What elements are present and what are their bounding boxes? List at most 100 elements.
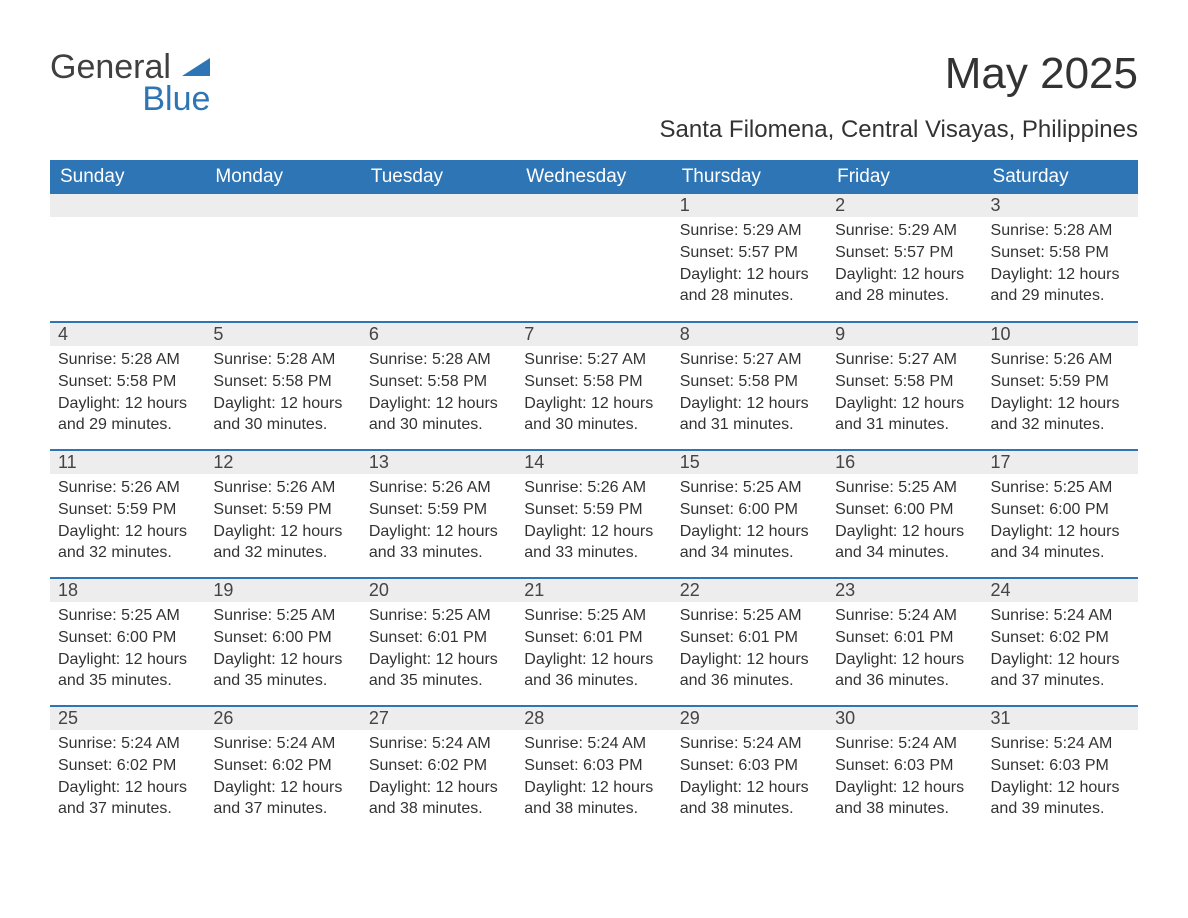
sunrise-text: Sunrise: 5:26 AM bbox=[991, 349, 1130, 371]
calendar-cell: 30Sunrise: 5:24 AMSunset: 6:03 PMDayligh… bbox=[827, 706, 982, 834]
calendar-body: 1Sunrise: 5:29 AMSunset: 5:57 PMDaylight… bbox=[50, 194, 1138, 834]
day-details: Sunrise: 5:24 AMSunset: 6:02 PMDaylight:… bbox=[983, 602, 1138, 703]
calendar-cell: 21Sunrise: 5:25 AMSunset: 6:01 PMDayligh… bbox=[516, 578, 671, 706]
sunrise-text: Sunrise: 5:26 AM bbox=[369, 477, 508, 499]
empty-day-number bbox=[50, 194, 205, 217]
day-details: Sunrise: 5:26 AMSunset: 5:59 PMDaylight:… bbox=[205, 474, 360, 575]
sunset-text: Sunset: 6:03 PM bbox=[680, 755, 819, 777]
weekday-header: Tuesday bbox=[361, 160, 516, 194]
day-details: Sunrise: 5:29 AMSunset: 5:57 PMDaylight:… bbox=[827, 217, 982, 318]
day-details: Sunrise: 5:24 AMSunset: 6:02 PMDaylight:… bbox=[205, 730, 360, 831]
calendar-cell: 10Sunrise: 5:26 AMSunset: 5:59 PMDayligh… bbox=[983, 322, 1138, 450]
sunrise-text: Sunrise: 5:25 AM bbox=[835, 477, 974, 499]
sunrise-text: Sunrise: 5:27 AM bbox=[524, 349, 663, 371]
sunrise-text: Sunrise: 5:24 AM bbox=[680, 733, 819, 755]
daylight-text: Daylight: 12 hours and 37 minutes. bbox=[213, 777, 352, 820]
daylight-text: Daylight: 12 hours and 29 minutes. bbox=[58, 393, 197, 436]
day-details: Sunrise: 5:27 AMSunset: 5:58 PMDaylight:… bbox=[672, 346, 827, 447]
calendar-cell: 7Sunrise: 5:27 AMSunset: 5:58 PMDaylight… bbox=[516, 322, 671, 450]
calendar-week-row: 1Sunrise: 5:29 AMSunset: 5:57 PMDaylight… bbox=[50, 194, 1138, 322]
sunset-text: Sunset: 5:58 PM bbox=[680, 371, 819, 393]
day-number: 16 bbox=[827, 451, 982, 474]
day-number: 14 bbox=[516, 451, 671, 474]
calendar-cell: 29Sunrise: 5:24 AMSunset: 6:03 PMDayligh… bbox=[672, 706, 827, 834]
calendar-table: SundayMondayTuesdayWednesdayThursdayFrid… bbox=[50, 160, 1138, 834]
sunrise-text: Sunrise: 5:25 AM bbox=[369, 605, 508, 627]
sunrise-text: Sunrise: 5:25 AM bbox=[991, 477, 1130, 499]
daylight-text: Daylight: 12 hours and 31 minutes. bbox=[835, 393, 974, 436]
daylight-text: Daylight: 12 hours and 31 minutes. bbox=[680, 393, 819, 436]
logo-blue: Blue bbox=[50, 82, 210, 116]
calendar-cell: 9Sunrise: 5:27 AMSunset: 5:58 PMDaylight… bbox=[827, 322, 982, 450]
sunrise-text: Sunrise: 5:26 AM bbox=[213, 477, 352, 499]
sunset-text: Sunset: 6:01 PM bbox=[524, 627, 663, 649]
calendar-cell: 19Sunrise: 5:25 AMSunset: 6:00 PMDayligh… bbox=[205, 578, 360, 706]
day-details: Sunrise: 5:25 AMSunset: 6:01 PMDaylight:… bbox=[361, 602, 516, 703]
day-details: Sunrise: 5:27 AMSunset: 5:58 PMDaylight:… bbox=[516, 346, 671, 447]
daylight-text: Daylight: 12 hours and 37 minutes. bbox=[991, 649, 1130, 692]
sunset-text: Sunset: 6:01 PM bbox=[835, 627, 974, 649]
day-number: 31 bbox=[983, 707, 1138, 730]
daylight-text: Daylight: 12 hours and 32 minutes. bbox=[991, 393, 1130, 436]
calendar-cell: 16Sunrise: 5:25 AMSunset: 6:00 PMDayligh… bbox=[827, 450, 982, 578]
daylight-text: Daylight: 12 hours and 28 minutes. bbox=[835, 264, 974, 307]
calendar-cell: 28Sunrise: 5:24 AMSunset: 6:03 PMDayligh… bbox=[516, 706, 671, 834]
calendar-cell: 3Sunrise: 5:28 AMSunset: 5:58 PMDaylight… bbox=[983, 194, 1138, 322]
daylight-text: Daylight: 12 hours and 35 minutes. bbox=[213, 649, 352, 692]
sunrise-text: Sunrise: 5:25 AM bbox=[680, 605, 819, 627]
day-number: 7 bbox=[516, 323, 671, 346]
day-details: Sunrise: 5:25 AMSunset: 6:01 PMDaylight:… bbox=[516, 602, 671, 703]
calendar-cell: 5Sunrise: 5:28 AMSunset: 5:58 PMDaylight… bbox=[205, 322, 360, 450]
calendar-cell: 26Sunrise: 5:24 AMSunset: 6:02 PMDayligh… bbox=[205, 706, 360, 834]
calendar-cell: 11Sunrise: 5:26 AMSunset: 5:59 PMDayligh… bbox=[50, 450, 205, 578]
sunset-text: Sunset: 5:59 PM bbox=[58, 499, 197, 521]
calendar-cell: 25Sunrise: 5:24 AMSunset: 6:02 PMDayligh… bbox=[50, 706, 205, 834]
daylight-text: Daylight: 12 hours and 35 minutes. bbox=[58, 649, 197, 692]
day-number: 19 bbox=[205, 579, 360, 602]
sunrise-text: Sunrise: 5:27 AM bbox=[835, 349, 974, 371]
empty-day-number bbox=[516, 194, 671, 217]
sunset-text: Sunset: 6:00 PM bbox=[58, 627, 197, 649]
sunrise-text: Sunrise: 5:24 AM bbox=[213, 733, 352, 755]
daylight-text: Daylight: 12 hours and 32 minutes. bbox=[58, 521, 197, 564]
weekday-header: Monday bbox=[205, 160, 360, 194]
day-number: 10 bbox=[983, 323, 1138, 346]
calendar-cell: 6Sunrise: 5:28 AMSunset: 5:58 PMDaylight… bbox=[361, 322, 516, 450]
sunrise-text: Sunrise: 5:24 AM bbox=[991, 605, 1130, 627]
sunrise-text: Sunrise: 5:29 AM bbox=[835, 220, 974, 242]
daylight-text: Daylight: 12 hours and 38 minutes. bbox=[524, 777, 663, 820]
sunset-text: Sunset: 6:01 PM bbox=[680, 627, 819, 649]
calendar-week-row: 11Sunrise: 5:26 AMSunset: 5:59 PMDayligh… bbox=[50, 450, 1138, 578]
day-details: Sunrise: 5:25 AMSunset: 6:00 PMDaylight:… bbox=[827, 474, 982, 575]
day-number: 4 bbox=[50, 323, 205, 346]
sunset-text: Sunset: 6:03 PM bbox=[991, 755, 1130, 777]
calendar-cell: 27Sunrise: 5:24 AMSunset: 6:02 PMDayligh… bbox=[361, 706, 516, 834]
daylight-text: Daylight: 12 hours and 36 minutes. bbox=[680, 649, 819, 692]
page-title: May 2025 bbox=[660, 50, 1138, 98]
day-number: 23 bbox=[827, 579, 982, 602]
calendar-cell: 12Sunrise: 5:26 AMSunset: 5:59 PMDayligh… bbox=[205, 450, 360, 578]
day-details: Sunrise: 5:26 AMSunset: 5:59 PMDaylight:… bbox=[50, 474, 205, 575]
sunset-text: Sunset: 6:02 PM bbox=[991, 627, 1130, 649]
sunrise-text: Sunrise: 5:27 AM bbox=[680, 349, 819, 371]
daylight-text: Daylight: 12 hours and 38 minutes. bbox=[369, 777, 508, 820]
calendar-cell: 13Sunrise: 5:26 AMSunset: 5:59 PMDayligh… bbox=[361, 450, 516, 578]
daylight-text: Daylight: 12 hours and 38 minutes. bbox=[680, 777, 819, 820]
day-number: 22 bbox=[672, 579, 827, 602]
weekday-header: Thursday bbox=[672, 160, 827, 194]
day-details: Sunrise: 5:25 AMSunset: 6:00 PMDaylight:… bbox=[983, 474, 1138, 575]
calendar-cell bbox=[361, 194, 516, 322]
day-details: Sunrise: 5:24 AMSunset: 6:02 PMDaylight:… bbox=[50, 730, 205, 831]
daylight-text: Daylight: 12 hours and 32 minutes. bbox=[213, 521, 352, 564]
day-number: 13 bbox=[361, 451, 516, 474]
day-number: 11 bbox=[50, 451, 205, 474]
sunrise-text: Sunrise: 5:25 AM bbox=[213, 605, 352, 627]
sunrise-text: Sunrise: 5:24 AM bbox=[369, 733, 508, 755]
daylight-text: Daylight: 12 hours and 34 minutes. bbox=[835, 521, 974, 564]
sunrise-text: Sunrise: 5:25 AM bbox=[524, 605, 663, 627]
day-details: Sunrise: 5:24 AMSunset: 6:03 PMDaylight:… bbox=[672, 730, 827, 831]
calendar-cell bbox=[50, 194, 205, 322]
day-details: Sunrise: 5:25 AMSunset: 6:01 PMDaylight:… bbox=[672, 602, 827, 703]
daylight-text: Daylight: 12 hours and 30 minutes. bbox=[369, 393, 508, 436]
weekday-header: Sunday bbox=[50, 160, 205, 194]
